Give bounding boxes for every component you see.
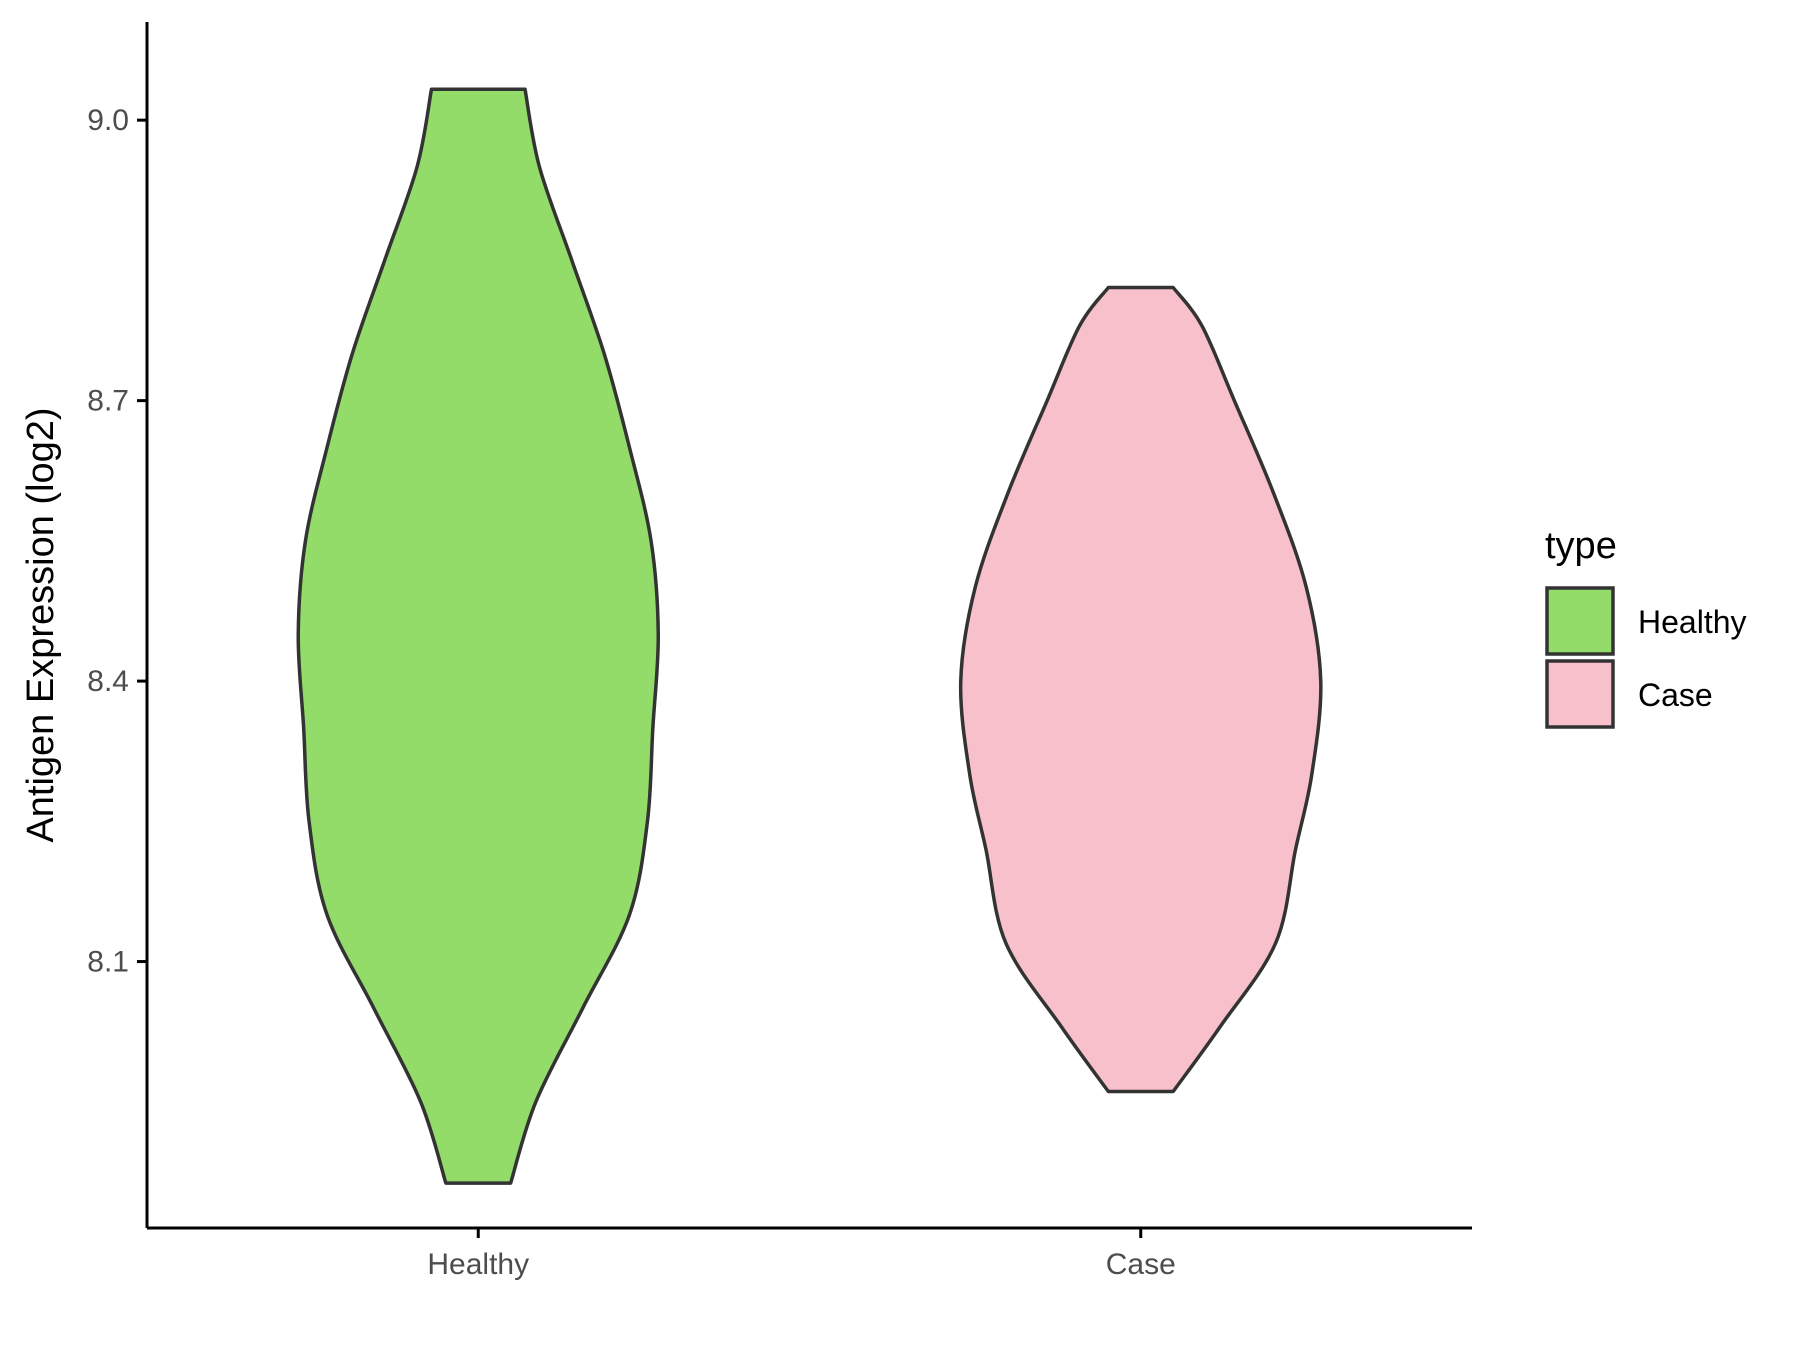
violin-healthy xyxy=(296,87,661,1185)
legend-label-healthy: Healthy xyxy=(1638,604,1747,640)
violin-case xyxy=(958,285,1323,1094)
legend-swatch-healthy xyxy=(1545,586,1615,656)
x-axis-ticks: Healthy Case xyxy=(427,1228,1176,1281)
legend-entries: Healthy Case xyxy=(1545,586,1747,729)
legend-label-case: Case xyxy=(1638,677,1713,713)
y-tick-label: 8.4 xyxy=(87,665,129,698)
y-axis-ticks: 8.1 8.4 8.7 9.0 xyxy=(87,104,147,979)
violin-layer xyxy=(296,87,1323,1185)
x-tick-label: Healthy xyxy=(427,1248,529,1281)
y-tick-label: 8.1 xyxy=(87,946,129,979)
y-tick-label: 9.0 xyxy=(87,104,129,137)
x-tick-label: Case xyxy=(1106,1248,1176,1281)
legend: type Healthy Case xyxy=(1545,525,1747,729)
axes: 8.1 8.4 8.7 9.0 Healthy Case xyxy=(87,22,1472,1281)
y-tick-label: 8.7 xyxy=(87,385,129,418)
legend-swatch-case xyxy=(1545,659,1615,729)
y-axis-title: Antigen Expression (log2) xyxy=(20,407,62,842)
legend-title: type xyxy=(1545,525,1617,567)
